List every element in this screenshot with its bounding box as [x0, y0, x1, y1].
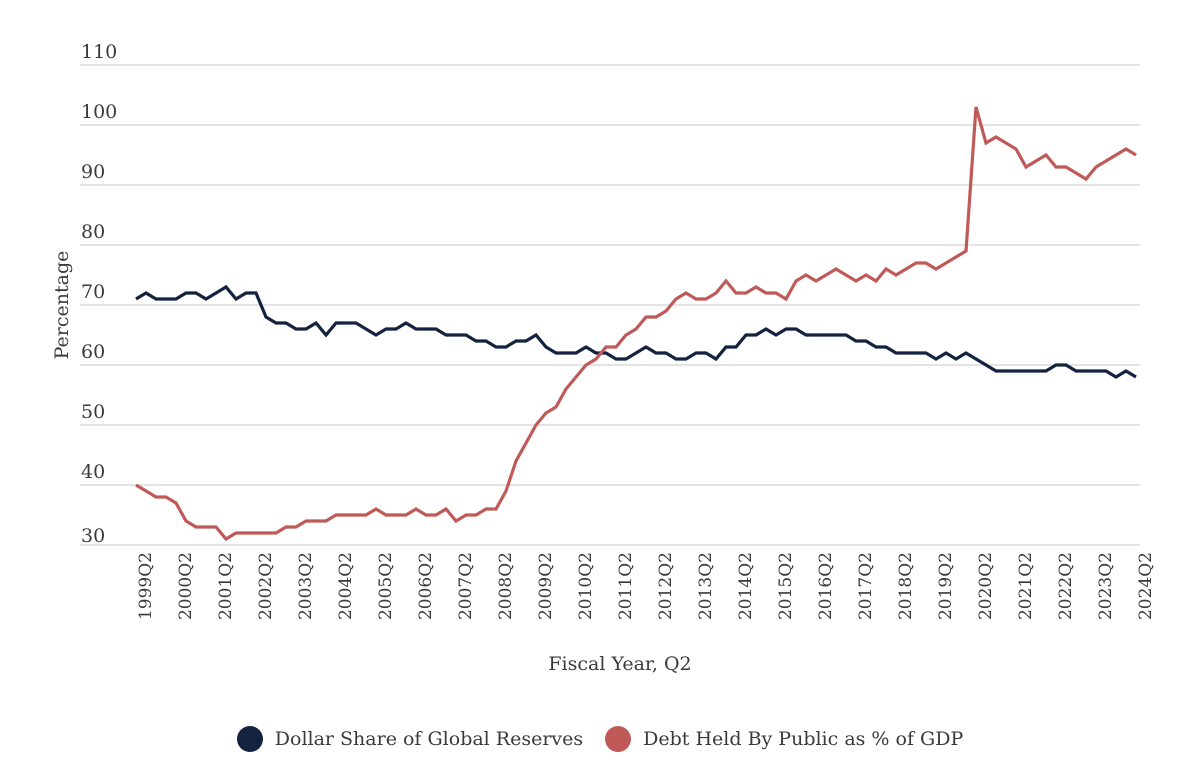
y-axis-label: Percentage	[51, 251, 73, 360]
x-tick-label: 1999Q2	[136, 552, 156, 620]
y-tick-label: 70	[81, 281, 105, 303]
x-tick-label: 2020Q2	[976, 552, 996, 620]
x-tick-label: 2001Q2	[216, 552, 236, 620]
legend-marker-debt-gdp	[605, 726, 632, 752]
line-chart: 30 40 50 60 70 80 90 100 110 1999Q2 2000Q2 2001Q2 2…	[51, 41, 1156, 675]
y-tick-label: 30	[81, 525, 105, 547]
y-axis-ticks: 30 40 50 60 70 80 90 100 110	[81, 41, 117, 547]
legend-label-dollar-share: Dollar Share of Global Reserves	[274, 728, 584, 750]
x-tick-label: 2006Q2	[416, 552, 436, 620]
y-tick-label: 110	[81, 41, 117, 63]
x-tick-label: 2021Q2	[1016, 552, 1036, 620]
series-line-debt-gdp	[135, 106, 1137, 542]
x-tick-label: 2013Q2	[696, 552, 716, 620]
x-tick-label: 2014Q2	[736, 552, 756, 620]
x-tick-label: 2012Q2	[656, 552, 676, 620]
legend-item-dollar-share: Dollar Share of Global Reserves	[236, 726, 584, 752]
gridlines	[80, 64, 1140, 546]
x-tick-label: 2007Q2	[456, 552, 476, 620]
x-tick-label: 2002Q2	[256, 552, 276, 620]
x-tick-label: 2005Q2	[376, 552, 396, 620]
x-tick-label: 2018Q2	[896, 552, 916, 620]
x-tick-label: 2010Q2	[576, 552, 596, 620]
legend-item-debt-gdp: Debt Held By Public as % of GDP	[605, 726, 963, 752]
x-tick-label: 2009Q2	[536, 552, 556, 620]
y-tick-label: 50	[81, 401, 105, 423]
y-tick-label: 90	[81, 161, 105, 183]
y-tick-label: 100	[81, 101, 117, 123]
x-tick-label: 2004Q2	[336, 552, 356, 620]
series-line-dollar-share	[135, 284, 1137, 379]
x-tick-label: 2000Q2	[176, 552, 196, 620]
legend: Dollar Share of Global Reserves Debt Hel…	[0, 726, 1200, 752]
legend-marker-dollar-share	[236, 726, 263, 752]
x-tick-label: 2023Q2	[1096, 552, 1116, 620]
x-tick-label: 2022Q2	[1056, 552, 1076, 620]
x-axis-label: Fiscal Year, Q2	[548, 653, 691, 675]
x-tick-label: 2003Q2	[296, 552, 316, 620]
y-tick-label: 60	[81, 341, 105, 363]
legend-label-debt-gdp: Debt Held By Public as % of GDP	[643, 728, 964, 750]
x-tick-label: 2008Q2	[496, 552, 516, 620]
x-tick-label: 2015Q2	[776, 552, 796, 620]
x-tick-label: 2016Q2	[816, 552, 836, 620]
y-tick-label: 80	[81, 221, 105, 243]
x-axis-ticks: 1999Q2 2000Q2 2001Q2 2002Q2 2003Q2 2004Q2 2005…	[136, 552, 1156, 620]
x-tick-label: 2019Q2	[936, 552, 956, 620]
x-tick-label: 2011Q2	[616, 552, 636, 620]
y-tick-label: 40	[81, 461, 105, 483]
series-lines	[135, 106, 1137, 542]
x-tick-label: 2024Q2	[1136, 552, 1156, 620]
x-tick-label: 2017Q2	[856, 552, 876, 620]
